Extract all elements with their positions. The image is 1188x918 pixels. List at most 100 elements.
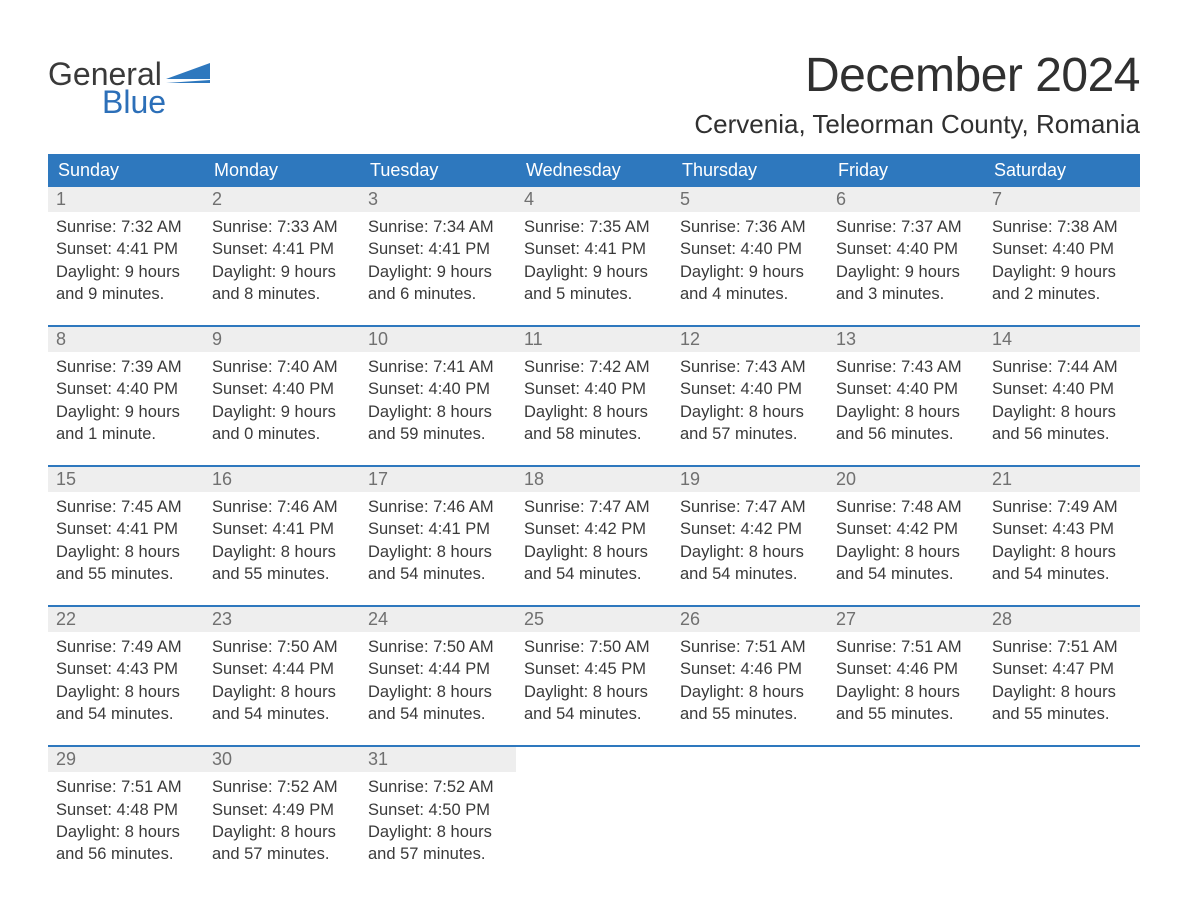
cell-sunset: Sunset: 4:42 PM: [524, 518, 664, 540]
cell-sunrise: Sunrise: 7:39 AM: [56, 356, 196, 378]
cell-dl1: Daylight: 8 hours: [368, 821, 508, 843]
day-body-row: Sunrise: 7:49 AMSunset: 4:43 PMDaylight:…: [48, 632, 1140, 746]
calendar-header-row: Sunday Monday Tuesday Wednesday Thursday…: [48, 154, 1140, 187]
day-number-cell: 23: [204, 607, 360, 632]
cell-dl2: and 57 minutes.: [368, 843, 508, 865]
cell-dl1: Daylight: 8 hours: [368, 541, 508, 563]
cell-dl1: Daylight: 8 hours: [368, 681, 508, 703]
day-number-cell: 1: [48, 187, 204, 212]
day-number-row: 293031: [48, 747, 1140, 772]
page-title: December 2024: [694, 48, 1140, 103]
cell-dl2: and 54 minutes.: [368, 703, 508, 725]
cell-dl2: and 3 minutes.: [836, 283, 976, 305]
cell-sunrise: Sunrise: 7:37 AM: [836, 216, 976, 238]
cell-dl2: and 54 minutes.: [212, 703, 352, 725]
cell-sunrise: Sunrise: 7:47 AM: [524, 496, 664, 518]
cell-sunrise: Sunrise: 7:51 AM: [992, 636, 1132, 658]
cell-sunset: Sunset: 4:41 PM: [56, 518, 196, 540]
cell-dl1: Daylight: 9 hours: [368, 261, 508, 283]
cell-dl2: and 54 minutes.: [836, 563, 976, 585]
cell-dl2: and 2 minutes.: [992, 283, 1132, 305]
cell-sunset: Sunset: 4:41 PM: [368, 238, 508, 260]
brand-word2: Blue: [48, 86, 210, 118]
cell-sunset: Sunset: 4:41 PM: [56, 238, 196, 260]
col-thursday: Thursday: [672, 154, 828, 187]
cell-dl2: and 4 minutes.: [680, 283, 820, 305]
cell-dl1: Daylight: 8 hours: [212, 821, 352, 843]
cell-sunrise: Sunrise: 7:50 AM: [212, 636, 352, 658]
cell-sunrise: Sunrise: 7:43 AM: [680, 356, 820, 378]
day-body-cell: Sunrise: 7:40 AMSunset: 4:40 PMDaylight:…: [204, 352, 360, 466]
col-friday: Friday: [828, 154, 984, 187]
cell-dl2: and 54 minutes.: [680, 563, 820, 585]
cell-dl2: and 6 minutes.: [368, 283, 508, 305]
day-number-cell: 6: [828, 187, 984, 212]
cell-sunrise: Sunrise: 7:46 AM: [212, 496, 352, 518]
cell-dl1: Daylight: 9 hours: [680, 261, 820, 283]
day-body-cell: Sunrise: 7:47 AMSunset: 4:42 PMDaylight:…: [672, 492, 828, 606]
day-body-cell: Sunrise: 7:32 AMSunset: 4:41 PMDaylight:…: [48, 212, 204, 326]
day-number-cell: 19: [672, 467, 828, 492]
cell-dl1: Daylight: 8 hours: [836, 541, 976, 563]
day-number-cell: 15: [48, 467, 204, 492]
day-number-cell: 16: [204, 467, 360, 492]
cell-sunrise: Sunrise: 7:33 AM: [212, 216, 352, 238]
day-body-cell: [672, 772, 828, 885]
day-number-cell: [984, 747, 1140, 772]
cell-sunset: Sunset: 4:45 PM: [524, 658, 664, 680]
day-number-cell: 11: [516, 327, 672, 352]
day-number-cell: [672, 747, 828, 772]
cell-dl1: Daylight: 8 hours: [680, 681, 820, 703]
cell-sunset: Sunset: 4:40 PM: [524, 378, 664, 400]
cell-sunrise: Sunrise: 7:51 AM: [56, 776, 196, 798]
cell-sunset: Sunset: 4:40 PM: [56, 378, 196, 400]
cell-sunset: Sunset: 4:43 PM: [992, 518, 1132, 540]
cell-sunrise: Sunrise: 7:42 AM: [524, 356, 664, 378]
cell-dl1: Daylight: 8 hours: [836, 401, 976, 423]
cell-dl1: Daylight: 8 hours: [524, 401, 664, 423]
day-body-cell: [516, 772, 672, 885]
cell-dl2: and 5 minutes.: [524, 283, 664, 305]
col-sunday: Sunday: [48, 154, 204, 187]
cell-sunset: Sunset: 4:41 PM: [212, 518, 352, 540]
day-body-cell: Sunrise: 7:43 AMSunset: 4:40 PMDaylight:…: [672, 352, 828, 466]
day-body-cell: Sunrise: 7:49 AMSunset: 4:43 PMDaylight:…: [984, 492, 1140, 606]
day-body-cell: Sunrise: 7:51 AMSunset: 4:47 PMDaylight:…: [984, 632, 1140, 746]
cell-dl1: Daylight: 8 hours: [212, 541, 352, 563]
col-tuesday: Tuesday: [360, 154, 516, 187]
cell-sunrise: Sunrise: 7:38 AM: [992, 216, 1132, 238]
cell-sunrise: Sunrise: 7:50 AM: [368, 636, 508, 658]
day-number-cell: 28: [984, 607, 1140, 632]
col-saturday: Saturday: [984, 154, 1140, 187]
cell-sunrise: Sunrise: 7:51 AM: [680, 636, 820, 658]
brand-logo: General Blue: [48, 30, 210, 118]
cell-dl1: Daylight: 8 hours: [524, 541, 664, 563]
day-number-cell: 7: [984, 187, 1140, 212]
cell-sunrise: Sunrise: 7:49 AM: [992, 496, 1132, 518]
day-body-cell: Sunrise: 7:47 AMSunset: 4:42 PMDaylight:…: [516, 492, 672, 606]
cell-dl1: Daylight: 9 hours: [212, 401, 352, 423]
day-number-cell: 12: [672, 327, 828, 352]
day-number-cell: 27: [828, 607, 984, 632]
cell-sunrise: Sunrise: 7:40 AM: [212, 356, 352, 378]
col-wednesday: Wednesday: [516, 154, 672, 187]
cell-sunset: Sunset: 4:40 PM: [212, 378, 352, 400]
cell-dl2: and 56 minutes.: [992, 423, 1132, 445]
cell-dl1: Daylight: 9 hours: [992, 261, 1132, 283]
cell-dl2: and 55 minutes.: [680, 703, 820, 725]
cell-dl2: and 54 minutes.: [524, 703, 664, 725]
cell-sunset: Sunset: 4:46 PM: [680, 658, 820, 680]
day-body-cell: [984, 772, 1140, 885]
cell-dl2: and 1 minute.: [56, 423, 196, 445]
day-number-cell: [828, 747, 984, 772]
cell-dl2: and 55 minutes.: [212, 563, 352, 585]
cell-sunset: Sunset: 4:49 PM: [212, 799, 352, 821]
cell-sunrise: Sunrise: 7:52 AM: [368, 776, 508, 798]
cell-dl1: Daylight: 8 hours: [992, 681, 1132, 703]
day-number-cell: 3: [360, 187, 516, 212]
flag-icon: [166, 56, 210, 76]
cell-sunrise: Sunrise: 7:43 AM: [836, 356, 976, 378]
cell-sunrise: Sunrise: 7:52 AM: [212, 776, 352, 798]
cell-dl1: Daylight: 8 hours: [56, 821, 196, 843]
day-body-cell: Sunrise: 7:44 AMSunset: 4:40 PMDaylight:…: [984, 352, 1140, 466]
